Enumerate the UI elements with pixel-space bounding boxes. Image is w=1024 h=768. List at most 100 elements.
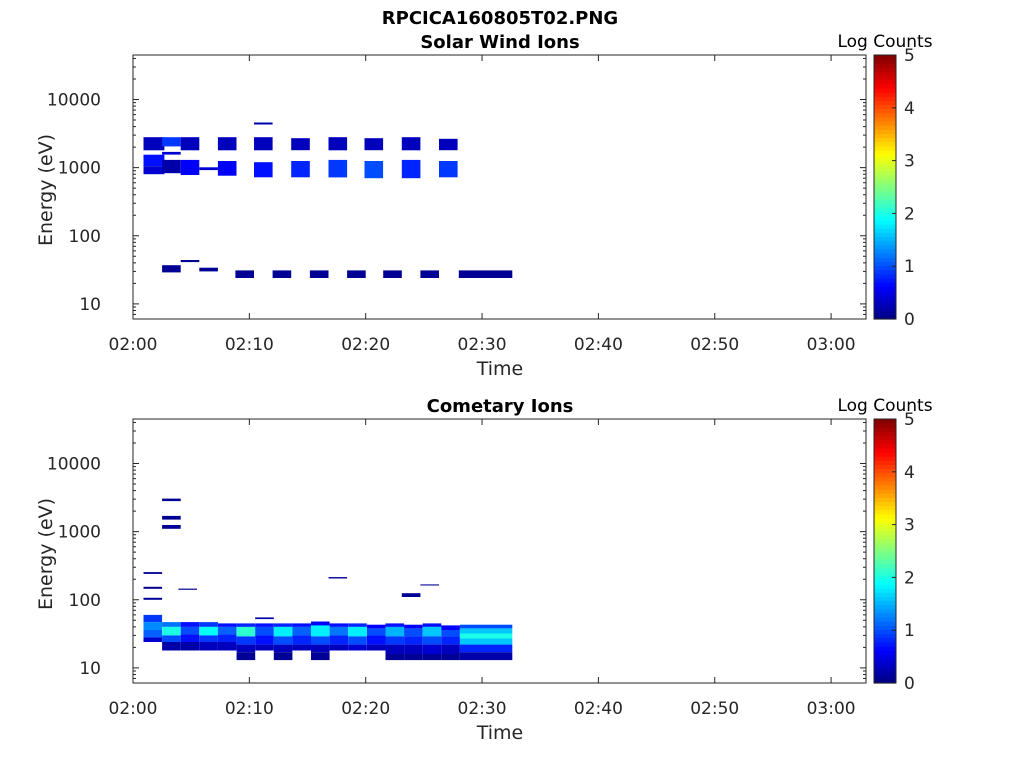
heatmap-cell — [441, 625, 460, 630]
colorbar-segment — [874, 125, 896, 130]
colorbar-segment — [874, 600, 896, 606]
heatmap-cell — [162, 642, 181, 651]
heatmap-cell — [255, 635, 274, 645]
heatmap-cell — [254, 137, 273, 151]
heatmap-cell — [162, 626, 181, 636]
colorbar-tick-label: 0 — [904, 674, 915, 694]
colorbar-segment — [874, 608, 896, 614]
colorbar-segment — [874, 154, 896, 159]
colorbar-segment — [874, 592, 896, 597]
colorbar-segment — [874, 485, 896, 490]
y-tick-label: 10000 — [47, 91, 101, 111]
colorbar-segment — [874, 493, 896, 498]
colorbar-segment — [874, 220, 896, 225]
heatmap-cell — [328, 137, 348, 151]
colorbar-segment — [874, 472, 896, 478]
colorbar-tick-label: 3 — [904, 152, 915, 172]
colorbar-segment — [874, 662, 896, 668]
x-tick-label: 02:00 — [109, 335, 158, 355]
colorbar-segment — [874, 666, 896, 672]
heatmap-cell — [385, 636, 405, 645]
heatmap-cell — [441, 654, 460, 661]
heatmap-cell — [422, 636, 442, 645]
colorbar-segment — [874, 584, 896, 589]
solar-wind-title: Solar Wind Ions — [420, 32, 579, 53]
colorbar-frame — [873, 418, 897, 684]
x-tick-label: 03:00 — [807, 699, 856, 719]
colorbar-segment — [874, 423, 896, 428]
solar-wind-axes: 02:00 02:10 02:20 02:30 02:40 02:50 03:00 10 100… — [47, 54, 867, 355]
heatmap-cell — [199, 626, 218, 636]
heatmap-cell — [291, 138, 310, 151]
colorbar-segment — [874, 563, 896, 569]
colorbar-segment — [874, 261, 896, 266]
heatmap-cell — [311, 636, 330, 645]
heatmap-cell — [459, 633, 513, 639]
heatmap-cell — [385, 654, 405, 661]
colorbar-segment — [874, 658, 896, 663]
cometary-heatmap-cells — [143, 498, 513, 661]
heatmap-cell — [292, 623, 311, 627]
y-tick-label: 10 — [79, 659, 101, 679]
colorbar-tick-label: 5 — [904, 410, 915, 430]
colorbar-segment — [874, 273, 896, 279]
colorbar-segment — [874, 588, 896, 593]
colorbar-segment — [874, 170, 896, 176]
heatmap-cell — [255, 626, 274, 636]
heatmap-cell — [180, 622, 200, 627]
colorbar-segment — [874, 236, 896, 242]
heatmap-cell — [162, 137, 181, 147]
colorbar-segment — [874, 654, 896, 659]
heatmap-cell — [311, 621, 330, 626]
colorbar-segment — [874, 203, 896, 209]
x-tick-label: 02:20 — [341, 699, 390, 719]
heatmap-cell — [309, 270, 329, 278]
colorbar-segment — [874, 141, 896, 147]
colorbar-segment — [874, 191, 896, 196]
colorbar-segment — [874, 596, 896, 602]
heatmap-cell — [401, 137, 421, 151]
colorbar-tick-label: 0 — [904, 310, 915, 330]
colorbar-tick-label: 1 — [904, 621, 915, 641]
colorbar-segment — [874, 121, 896, 126]
x-tick-label: 02:50 — [690, 699, 739, 719]
colorbar-segment — [874, 244, 896, 250]
heatmap-cell — [385, 644, 405, 654]
heatmap-cell — [441, 630, 460, 637]
colorbar-segment — [874, 182, 896, 188]
heatmap-cell — [143, 586, 163, 589]
heatmap-cell — [273, 626, 293, 637]
heatmap-cell — [162, 498, 181, 502]
heatmap-cell — [329, 635, 349, 645]
colorbar-segment — [874, 67, 896, 73]
heatmap-cell — [143, 154, 165, 167]
heatmap-cell — [292, 635, 311, 645]
colorbar-segment — [874, 612, 896, 618]
colorbar-segment — [874, 224, 896, 229]
heatmap-cell — [422, 644, 442, 654]
colorbar-segment — [874, 149, 896, 155]
colorbar-segment — [874, 509, 896, 515]
colorbar-segment — [874, 645, 896, 651]
cometary-panel: Cometary Ions Log Counts 02:00 02:10 02:20… — [35, 396, 933, 744]
heatmap-cell — [143, 622, 163, 630]
heatmap-cell — [180, 159, 200, 175]
heatmap-cell — [401, 593, 421, 597]
heatmap-cell — [162, 525, 181, 529]
heatmap-cell — [255, 617, 274, 620]
heatmap-cell — [143, 637, 163, 642]
heatmap-cell — [404, 654, 423, 661]
colorbar-segment — [874, 452, 896, 457]
colorbar-segment — [874, 83, 896, 89]
heatmap-cell — [178, 588, 197, 590]
colorbar-segment — [874, 480, 896, 486]
colorbar-segment — [874, 460, 896, 465]
colorbar-segment — [874, 526, 896, 531]
colorbar-segment — [874, 174, 896, 180]
colorbar-tick-label: 4 — [904, 99, 915, 119]
colorbar-segment — [874, 104, 896, 110]
heatmap-cell — [199, 622, 218, 627]
colorbar-segment — [874, 286, 896, 291]
solar-wind-panel: Solar Wind Ions Log Counts 02:00 02:10 02:… — [35, 32, 933, 380]
colorbar-segment — [874, 629, 896, 635]
